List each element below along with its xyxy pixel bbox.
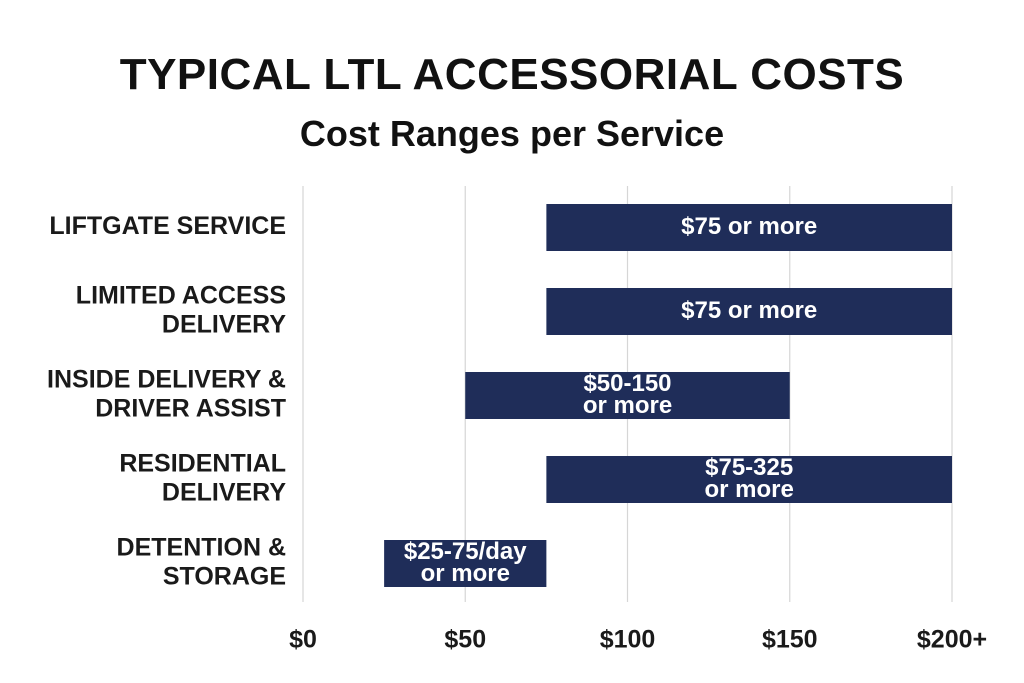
bar-value-label: $25-75/day or more [404, 538, 527, 587]
category-label: RESIDENTIAL DELIVERY [119, 450, 286, 507]
category-label: DETENTION & STORAGE [117, 534, 286, 591]
x-tick-label: $100 [600, 626, 656, 654]
x-axis-tick-labels: $0 $50 $100 $150 $200+ [289, 626, 987, 654]
bar-value-label: $75 or more [681, 297, 817, 324]
bar-value-label: $75 or more [681, 213, 817, 240]
bar [546, 456, 952, 503]
category-labels: LIFTGATE SERVICE LIMITED ACCESS DELIVERY IN… [47, 212, 286, 591]
chart-subtitle: Cost Ranges per Service [299, 113, 725, 154]
x-tick-label: $200+ [917, 626, 987, 654]
bar-value-label: $75-325 or more [705, 454, 794, 503]
x-tick-label: $0 [289, 626, 317, 654]
bars: $75 or more $75 or more $50-150 or more $75-… [384, 204, 952, 587]
chart-title: TYPICAL LTL ACCESSORIAL COSTS [119, 50, 905, 99]
bar [546, 288, 952, 335]
x-tick-label: $150 [762, 626, 818, 654]
category-label: LIFTGATE SERVICE [49, 212, 286, 240]
bar [384, 540, 547, 587]
bar-value-label: $50-150 or more [583, 370, 672, 419]
bar [465, 372, 790, 419]
category-label: LIMITED ACCESS DELIVERY [76, 282, 287, 339]
x-tick-label: $50 [444, 626, 486, 654]
category-label: INSIDE DELIVERY & DRIVER ASSIST [47, 366, 286, 423]
bar [546, 204, 952, 251]
